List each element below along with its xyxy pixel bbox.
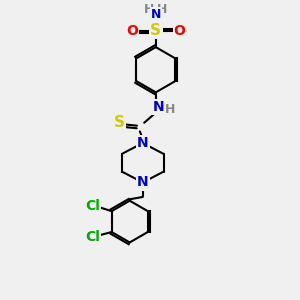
Text: N: N xyxy=(151,8,161,21)
Text: N: N xyxy=(137,176,148,190)
Text: O: O xyxy=(126,24,138,38)
Text: N: N xyxy=(152,100,164,114)
Text: S: S xyxy=(150,23,161,38)
Text: O: O xyxy=(174,24,185,38)
Text: Cl: Cl xyxy=(85,230,100,244)
Text: N: N xyxy=(137,136,148,150)
Text: H: H xyxy=(157,3,167,16)
Text: Cl: Cl xyxy=(85,199,100,213)
Text: H: H xyxy=(144,3,154,16)
Text: S: S xyxy=(113,115,124,130)
Text: H: H xyxy=(164,103,175,116)
